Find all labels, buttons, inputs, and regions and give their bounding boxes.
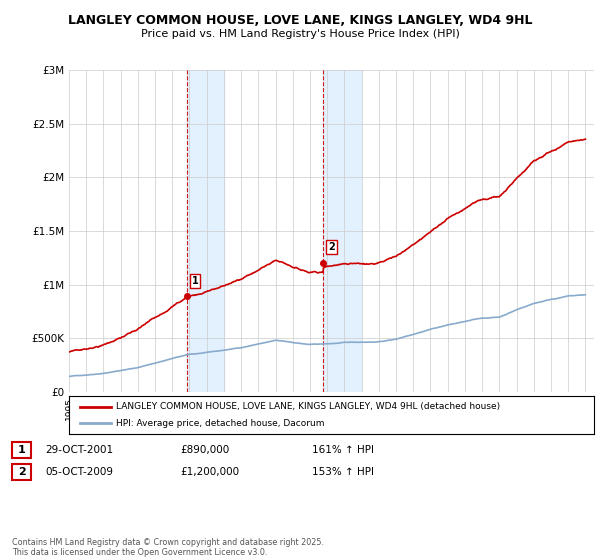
Text: HPI: Average price, detached house, Dacorum: HPI: Average price, detached house, Daco… xyxy=(116,419,325,428)
Text: 2: 2 xyxy=(18,467,25,477)
Text: 161% ↑ HPI: 161% ↑ HPI xyxy=(312,445,374,455)
Text: 29-OCT-2001: 29-OCT-2001 xyxy=(45,445,113,455)
Text: LANGLEY COMMON HOUSE, LOVE LANE, KINGS LANGLEY, WD4 9HL (detached house): LANGLEY COMMON HOUSE, LOVE LANE, KINGS L… xyxy=(116,402,500,411)
Text: 1: 1 xyxy=(18,445,25,455)
Text: 153% ↑ HPI: 153% ↑ HPI xyxy=(312,467,374,477)
Bar xyxy=(187,70,224,392)
Text: 1: 1 xyxy=(192,276,199,286)
Text: £1,200,000: £1,200,000 xyxy=(180,467,239,477)
Text: Price paid vs. HM Land Registry's House Price Index (HPI): Price paid vs. HM Land Registry's House … xyxy=(140,29,460,39)
Text: 2: 2 xyxy=(328,242,335,253)
Bar xyxy=(323,70,361,392)
Text: LANGLEY COMMON HOUSE, LOVE LANE, KINGS LANGLEY, WD4 9HL: LANGLEY COMMON HOUSE, LOVE LANE, KINGS L… xyxy=(68,14,532,27)
Text: Contains HM Land Registry data © Crown copyright and database right 2025.
This d: Contains HM Land Registry data © Crown c… xyxy=(12,538,324,557)
Text: 05-OCT-2009: 05-OCT-2009 xyxy=(45,467,113,477)
Text: £890,000: £890,000 xyxy=(180,445,229,455)
